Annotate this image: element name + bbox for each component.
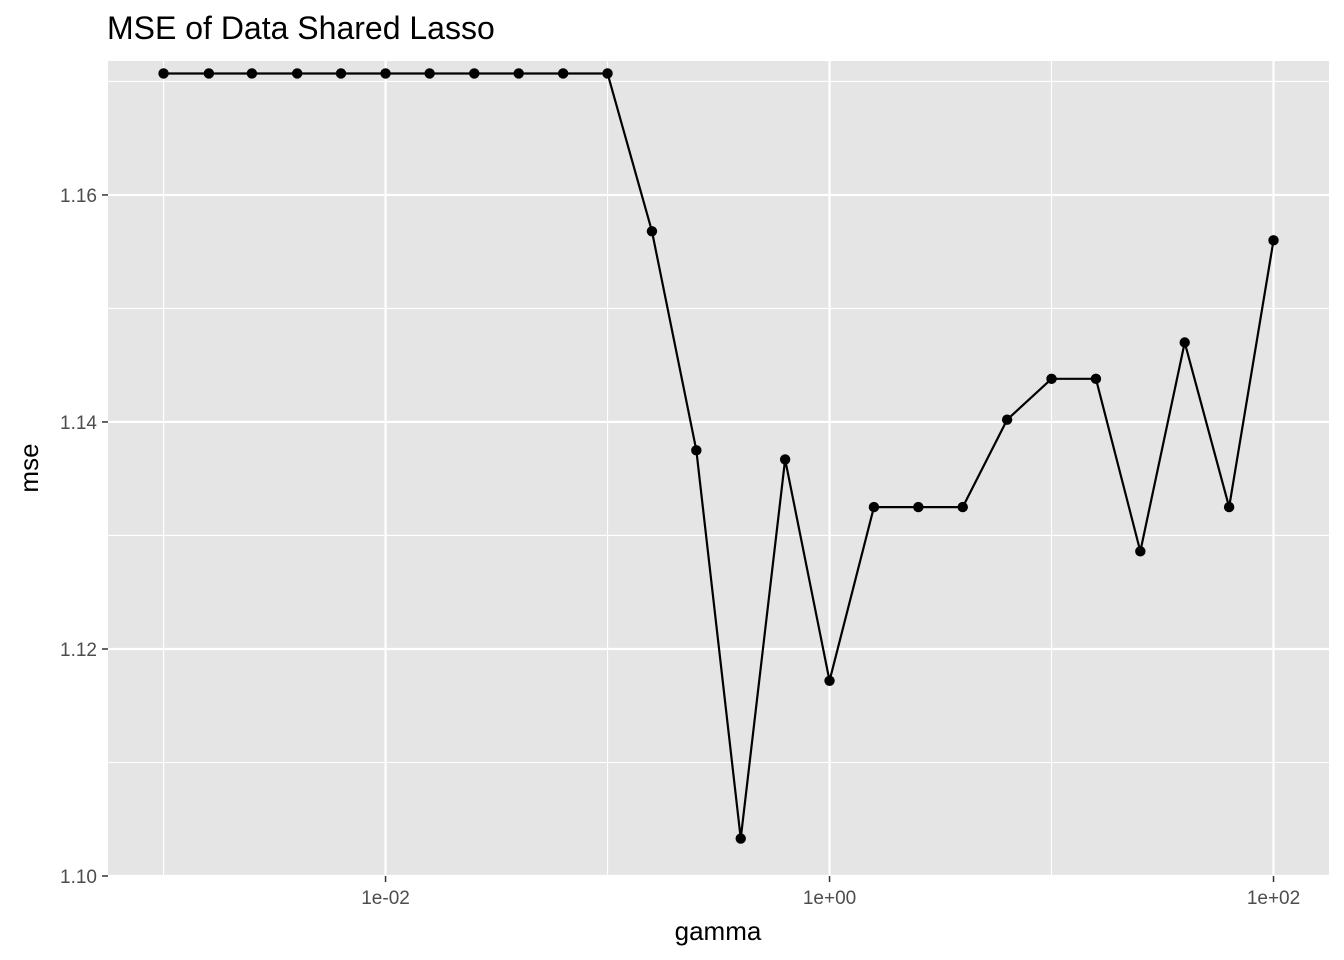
data-point	[602, 68, 613, 79]
x-axis: 1e-02 1e+00 1e+02	[361, 876, 1300, 909]
y-tick-label: 1.10	[60, 867, 97, 888]
x-tick-label: 1e+00	[803, 888, 856, 909]
x-tick-label: 1e+02	[1247, 888, 1300, 909]
data-point	[1090, 373, 1102, 385]
data-point	[292, 68, 303, 79]
data-point	[1001, 414, 1013, 425]
chart-title: MSE of Data Shared Lasso	[107, 10, 495, 46]
data-point	[1268, 235, 1279, 246]
y-tick-label: 1.14	[60, 413, 97, 434]
data-point	[824, 675, 835, 686]
y-axis-title: mse	[14, 443, 44, 492]
data-point	[424, 68, 435, 79]
data-point	[779, 454, 791, 465]
data-point	[513, 68, 524, 79]
data-point	[1135, 546, 1146, 557]
data-point	[1223, 501, 1235, 513]
data-point	[380, 68, 391, 79]
data-point	[469, 68, 480, 79]
data-point	[691, 445, 702, 456]
data-point	[735, 833, 746, 844]
data-point	[203, 68, 215, 79]
data-point	[957, 501, 968, 513]
data-point	[1046, 373, 1057, 385]
data-point	[646, 226, 658, 237]
series-points	[158, 68, 1279, 844]
data-point	[158, 68, 169, 79]
data-point	[246, 68, 258, 79]
y-tick-label: 1.12	[60, 640, 97, 661]
data-point	[913, 501, 924, 513]
minor-gridlines	[108, 61, 1329, 876]
data-point	[868, 501, 880, 513]
x-tick-label: 1e-02	[361, 888, 410, 909]
plot-panel	[108, 61, 1329, 876]
series-line	[163, 72, 1275, 839]
data-point	[335, 68, 347, 79]
y-axis: 1.10 1.12 1.14 1.16	[60, 186, 108, 888]
data-point	[557, 68, 569, 79]
x-axis-title: gamma	[675, 916, 762, 946]
y-tick-label: 1.16	[60, 186, 97, 207]
data-point	[1179, 337, 1190, 348]
